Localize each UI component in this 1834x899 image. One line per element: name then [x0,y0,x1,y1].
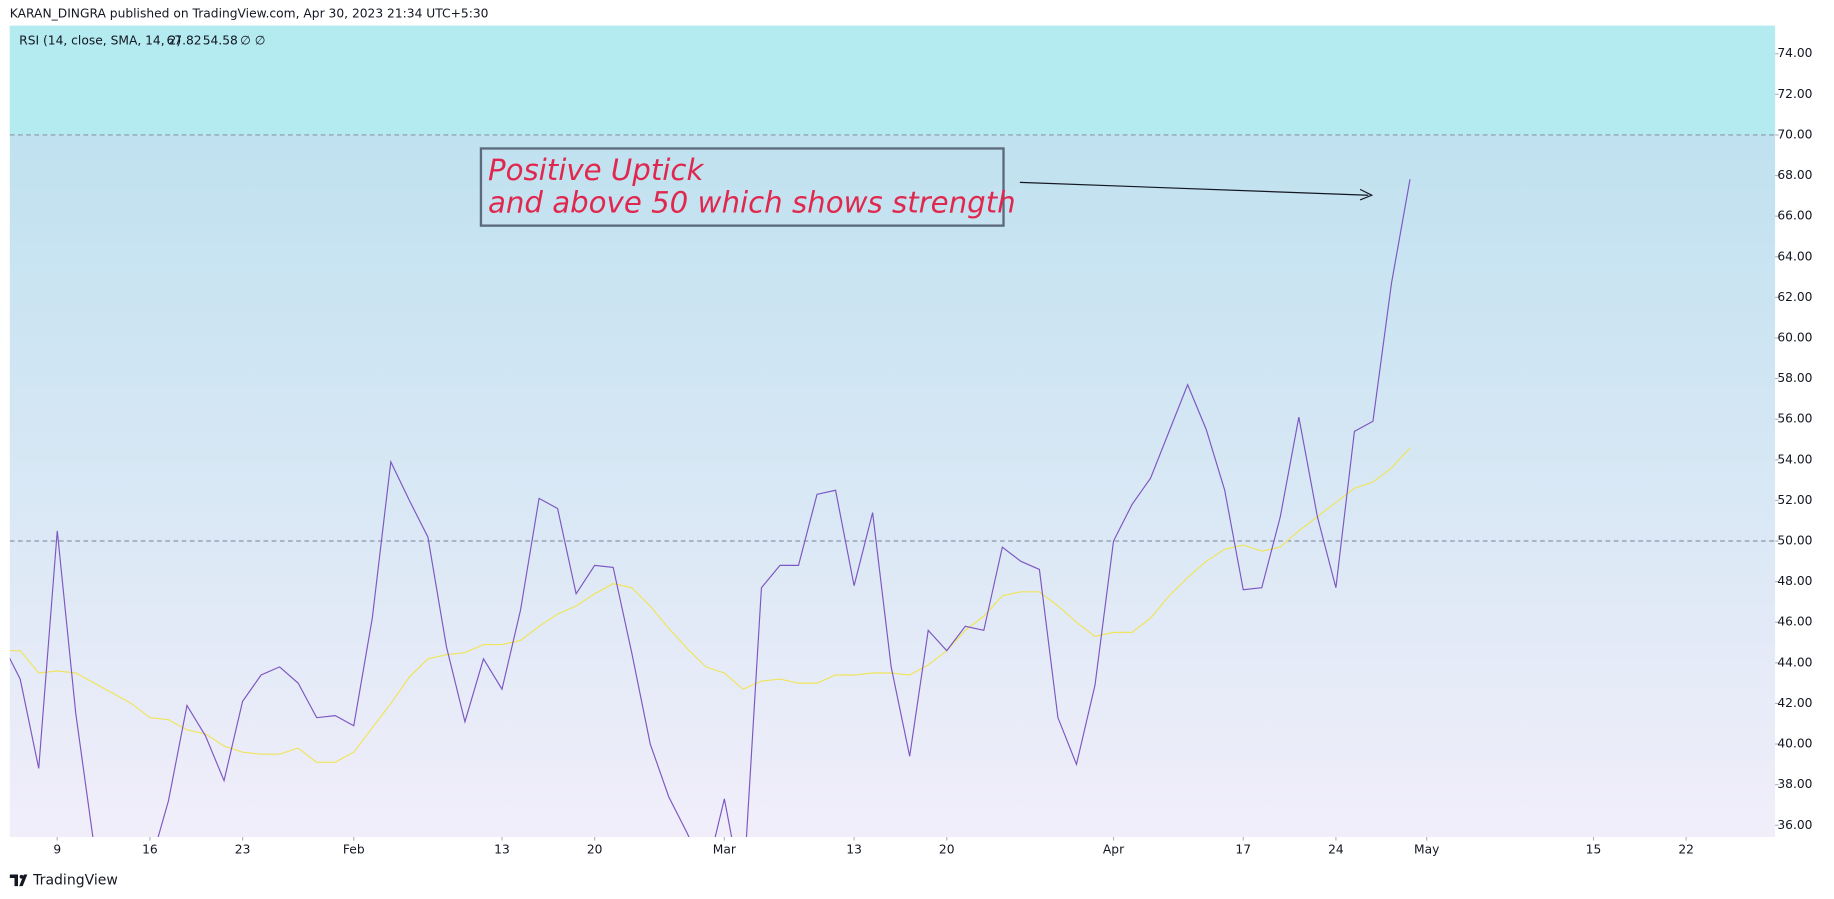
legend-extra: ∅ ∅ [240,33,265,47]
y-tick-label: 70.00 [1777,127,1812,141]
y-tick-label: 38.00 [1777,777,1812,791]
logo-icon [9,874,28,887]
x-tick-label: 20 [587,842,603,856]
x-tick-label: May [1414,842,1439,856]
footer: TradingView [32,872,118,888]
x-tick-label: 24 [1328,842,1344,856]
y-tick-label: 66.00 [1777,209,1812,223]
x-tick-label: 13 [846,842,862,856]
x-tick-label: Apr [1103,842,1125,856]
y-tick-label: 56.00 [1777,412,1812,426]
x-tick-label: 22 [1678,842,1694,856]
plot [9,134,1776,838]
legend-value: 54.58 [203,33,238,47]
y-tick-label: 54.00 [1777,452,1812,466]
logo-dot [19,874,24,879]
y-tick-label: 72.00 [1777,87,1812,101]
y-tick-label: 50.00 [1777,534,1812,548]
arrow-head [1359,188,1374,201]
x-tick-label: Feb [343,842,365,856]
x-tick-label: 16 [142,842,158,856]
y-tick-label: 36.00 [1777,818,1812,832]
legend-value: 67.82 [166,33,201,47]
annotation-box [479,147,1005,227]
header: KARAN_DINGRA published on TradingView.co… [10,7,489,21]
y-tick-label: 58.00 [1777,371,1812,385]
x-tick-label: Mar [713,842,737,856]
y-tick-label: 60.00 [1777,330,1812,344]
y-tick-label: 52.00 [1777,493,1812,507]
logo [9,874,28,887]
y-tick-label: 48.00 [1777,574,1812,588]
x-tick-label: 13 [494,842,510,856]
annotation-text: and above 50 which shows strength [488,186,1016,220]
y-tick-label: 62.00 [1777,290,1812,304]
overbought-zone [9,25,1776,135]
x-tick-label: 20 [939,842,955,856]
x-tick-label: 17 [1235,842,1251,856]
arrow-line [1019,181,1369,196]
series-line [9,447,1411,763]
y-tick-label: 68.00 [1777,168,1812,182]
annotation-text: Positive Uptick [488,153,705,187]
x-tick-label: 9 [53,842,61,856]
plot-background [9,25,1776,838]
series-line [9,179,1411,838]
x-tick-label: 23 [235,842,251,856]
x-tick-label: 15 [1586,842,1602,856]
y-tick-label: 40.00 [1777,737,1812,751]
y-tick-label: 74.00 [1777,46,1812,60]
legend-title: RSI (14, close, SMA, 14, 2) [19,33,181,47]
annotation: Positive Uptick and above 50 which shows… [479,147,1374,227]
y-tick-label: 46.00 [1777,615,1812,629]
y-tick-label: 42.00 [1777,696,1812,710]
y-tick-label: 64.00 [1777,249,1812,263]
y-tick-label: 44.00 [1777,655,1812,669]
